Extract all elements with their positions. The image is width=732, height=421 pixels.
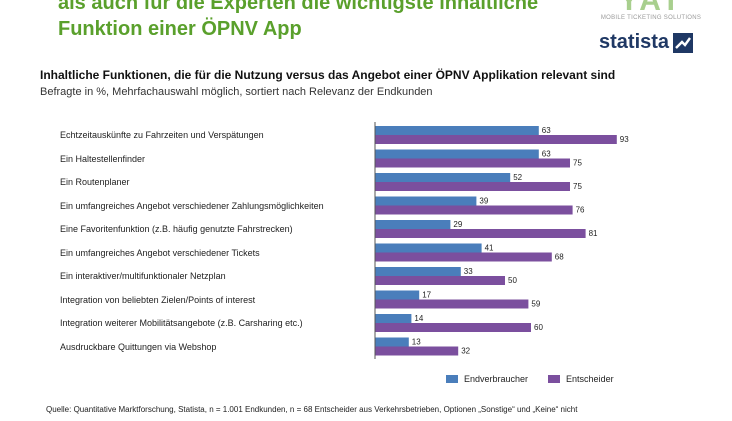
chart-title: Inhaltliche Funktionen, die für die Nutz… xyxy=(40,68,616,82)
category-label: Integration weiterer Mobilitätsangebote … xyxy=(60,318,303,328)
bar-entscheider xyxy=(375,346,459,356)
bar-value-label: 59 xyxy=(531,300,540,309)
legend: Endverbraucher Entscheider xyxy=(446,374,634,384)
legend-label-endverbraucher: Endverbraucher xyxy=(464,374,529,384)
bar-endverbraucher xyxy=(375,337,409,347)
statista-brand-name: statista xyxy=(599,31,670,53)
bar-value-label: 63 xyxy=(542,150,551,159)
bar-entscheider xyxy=(375,299,529,309)
category-label: Ein Routenplaner xyxy=(60,177,130,187)
bar-endverbraucher xyxy=(375,314,412,323)
legend-swatch-endverbraucher xyxy=(446,375,458,383)
bar-value-label: 29 xyxy=(453,220,462,229)
bar-entscheider xyxy=(375,229,586,238)
bar-value-label: 17 xyxy=(422,291,431,300)
category-label: Integration von beliebten Zielen/Points … xyxy=(60,294,256,305)
bar-value-label: 39 xyxy=(479,197,488,206)
headline-line-2: Funktion einer ÖPNV App xyxy=(58,18,302,40)
bar-value-label: 76 xyxy=(576,206,585,215)
bar-value-label: 50 xyxy=(508,276,517,285)
bar-endverbraucher xyxy=(375,220,451,229)
bar-endverbraucher xyxy=(375,173,511,182)
bar-endverbraucher xyxy=(375,126,539,135)
bar-entscheider xyxy=(375,158,570,168)
bar-endverbraucher xyxy=(375,290,420,300)
bar-value-label: 93 xyxy=(620,135,629,144)
bar-entscheider xyxy=(375,323,531,332)
yat-logo: YAT xyxy=(618,0,684,17)
legend-item-entscheider: Entscheider xyxy=(548,374,614,384)
bar-entscheider xyxy=(375,252,552,262)
bar-value-label: 33 xyxy=(464,267,473,276)
bar-entscheider xyxy=(375,135,617,144)
legend-swatch-entscheider xyxy=(548,375,561,383)
bar-value-label: 68 xyxy=(555,253,564,262)
source-note: Quelle: Quantitative Marktforschung, Sta… xyxy=(46,405,578,414)
legend-item-endverbraucher: Endverbraucher xyxy=(446,374,528,384)
category-label: Eine Favoritenfunktion (z.B. häufig genu… xyxy=(60,224,293,234)
bar-value-label: 52 xyxy=(513,173,522,182)
bar-value-label: 75 xyxy=(573,182,582,191)
bar-value-label: 75 xyxy=(573,159,582,168)
legend-label-entscheider: Entscheider xyxy=(566,374,614,384)
bar-value-label: 63 xyxy=(542,126,551,135)
bar-entscheider xyxy=(375,182,570,191)
bar-value-label: 14 xyxy=(414,314,423,323)
bar-entscheider xyxy=(375,276,505,285)
yat-tagline: MOBILE TICKETING SOLUTIONS xyxy=(600,15,702,21)
category-label: Ausdruckbare Quittungen via Webshop xyxy=(60,341,217,352)
statista-mark-icon xyxy=(673,32,694,53)
chart-subtitle: Befragte in %, Mehrfachauswahl möglich, … xyxy=(40,86,433,98)
bar-entscheider xyxy=(375,205,573,215)
category-label: Ein umfangreiches Angebot verschiedener … xyxy=(60,200,324,211)
category-label: Ein interaktiver/multifunktionaler Netzp… xyxy=(60,271,226,281)
bar-value-label: 32 xyxy=(461,347,470,356)
bar-value-label: 60 xyxy=(534,323,543,332)
statista-logo: statista xyxy=(599,31,694,54)
bar-endverbraucher xyxy=(375,267,461,276)
category-label: Ein Haltestellenfinder xyxy=(60,153,146,164)
bar-endverbraucher xyxy=(375,243,482,253)
bar-value-label: 81 xyxy=(589,229,598,238)
bar-endverbraucher xyxy=(375,149,539,159)
headline-line-1: als auch für die Experten die wichtigste… xyxy=(58,0,539,14)
category-label: Echtzeitauskünfte zu Fahrzeiten und Vers… xyxy=(60,130,264,140)
bar-endverbraucher xyxy=(375,196,477,206)
headline: als auch für die Experten die wichtigste… xyxy=(58,0,578,42)
bar-value-label: 41 xyxy=(485,244,494,253)
bar-value-label: 13 xyxy=(412,338,421,347)
category-label: Ein umfangreiches Angebot verschiedener … xyxy=(60,247,260,258)
